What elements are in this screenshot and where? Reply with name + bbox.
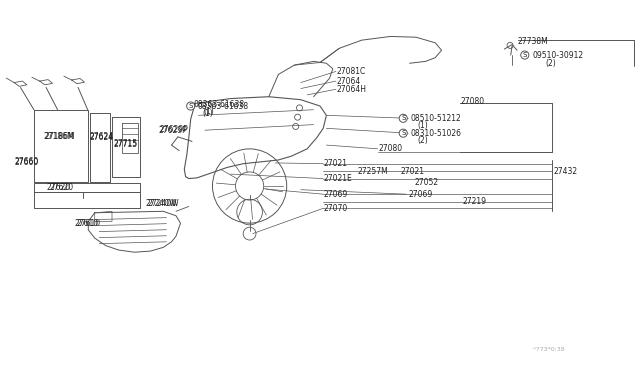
Text: (2): (2) (417, 136, 428, 145)
Text: (1): (1) (204, 107, 214, 116)
Text: 27715: 27715 (113, 140, 138, 148)
Text: 27081C: 27081C (337, 67, 366, 76)
Text: 27021: 27021 (323, 159, 347, 168)
Text: 27080: 27080 (461, 97, 485, 106)
Text: 27240W: 27240W (147, 199, 179, 208)
Text: ^?73*0:38: ^?73*0:38 (531, 347, 565, 352)
Text: 27186M: 27186M (45, 132, 76, 141)
Text: 27052: 27052 (415, 178, 439, 187)
Text: 27080: 27080 (379, 144, 403, 153)
Text: 27715: 27715 (114, 140, 138, 149)
Text: 08363-61638: 08363-61638 (197, 102, 248, 110)
Text: 27629P: 27629P (159, 126, 188, 135)
Text: 27069: 27069 (323, 190, 348, 199)
Text: (1): (1) (202, 109, 213, 118)
Text: 27021: 27021 (401, 167, 425, 176)
Text: 27610: 27610 (77, 219, 101, 228)
Text: 27738M: 27738M (517, 37, 548, 46)
Text: 27610: 27610 (74, 219, 99, 228)
Text: 27257M: 27257M (357, 167, 388, 176)
Text: 27660: 27660 (15, 157, 39, 166)
Text: 27432: 27432 (554, 167, 578, 176)
Text: 27069: 27069 (408, 190, 433, 199)
Text: 27186M: 27186M (44, 132, 74, 141)
Text: S: S (189, 103, 193, 109)
Text: (2): (2) (545, 59, 556, 68)
Text: 27620: 27620 (50, 183, 74, 192)
Text: 27219: 27219 (462, 197, 486, 206)
Text: 27629P: 27629P (160, 125, 189, 134)
Text: 27021E: 27021E (323, 174, 352, 183)
Text: 27624: 27624 (90, 133, 114, 142)
Text: 08510-51212: 08510-51212 (411, 114, 461, 123)
Text: 27064: 27064 (337, 77, 361, 86)
Text: S: S (401, 115, 405, 121)
Text: 27070: 27070 (323, 204, 348, 213)
Text: 27620: 27620 (46, 183, 70, 192)
Text: S: S (401, 130, 405, 136)
Text: 27240W: 27240W (146, 199, 177, 208)
Text: 27660: 27660 (15, 158, 39, 167)
Text: 08363-61638: 08363-61638 (193, 100, 244, 109)
Text: 09510-30912: 09510-30912 (532, 51, 584, 60)
Text: 27064H: 27064H (337, 85, 367, 94)
Text: 27624: 27624 (90, 132, 114, 141)
Text: S: S (523, 52, 527, 58)
Text: (1): (1) (417, 121, 428, 130)
Text: 08310-51026: 08310-51026 (411, 129, 462, 138)
